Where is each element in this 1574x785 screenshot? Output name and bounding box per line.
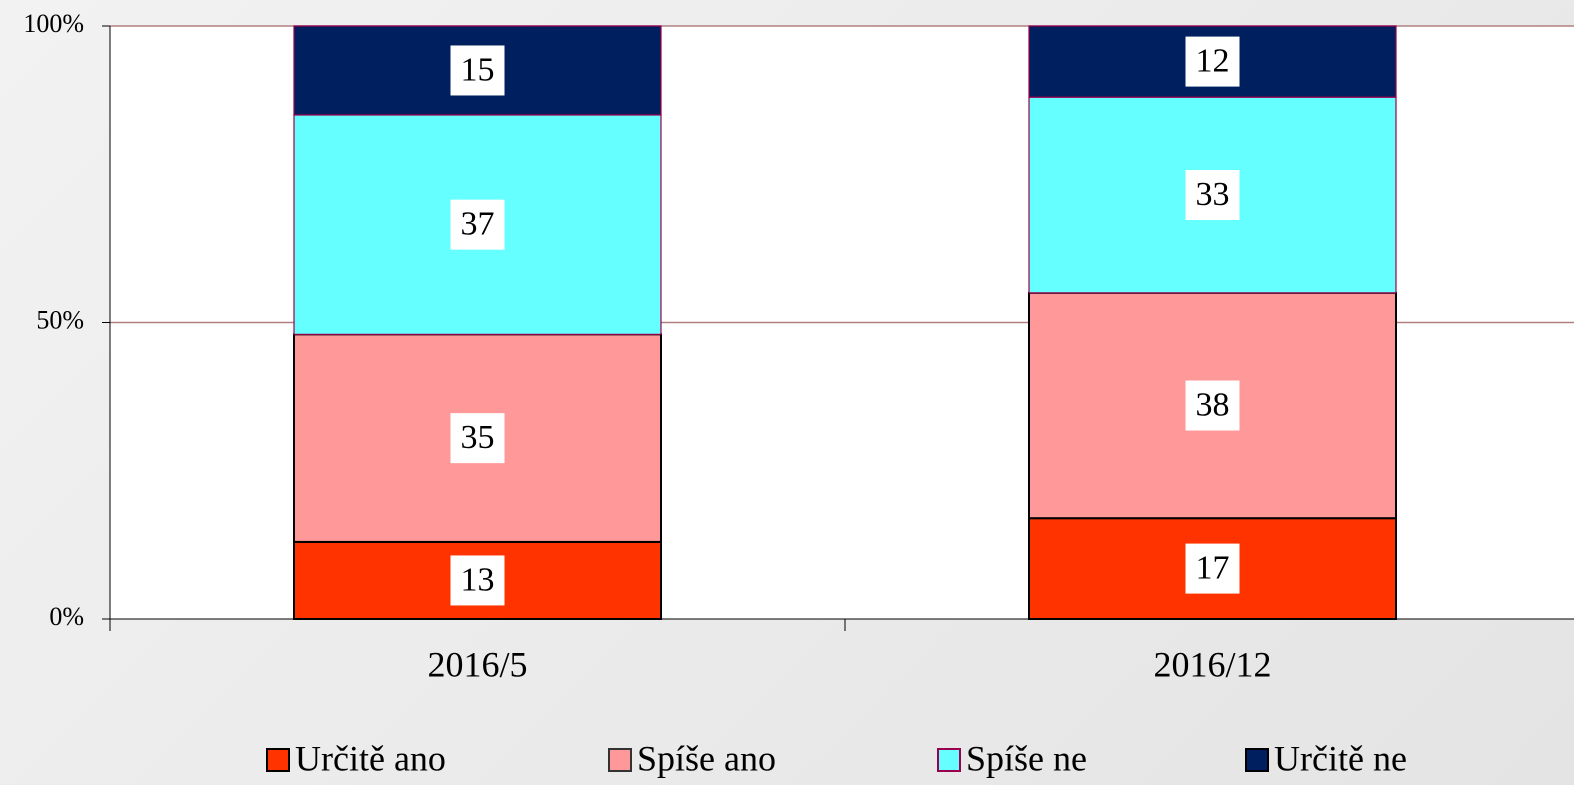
legend-label: Spíše ne — [966, 738, 1087, 778]
legend-label: Určitě ne — [1274, 738, 1407, 778]
data-label-box — [450, 45, 505, 96]
data-label-box — [450, 555, 505, 606]
legend-swatch — [937, 748, 961, 772]
data-label-box — [450, 199, 505, 250]
data-label-box — [450, 413, 505, 464]
data-label-box — [1185, 380, 1240, 431]
y-tick-label: 50% — [36, 305, 84, 334]
data-label: 15 — [461, 51, 495, 88]
data-label: 35 — [461, 419, 495, 456]
data-label-box — [1185, 36, 1240, 87]
data-label-box — [1185, 543, 1240, 594]
data-label: 12 — [1196, 42, 1230, 79]
data-label-box — [1185, 170, 1240, 221]
x-tick-label: 2016/5 — [427, 644, 527, 684]
y-tick-label: 100% — [23, 9, 84, 38]
legend-swatch — [1245, 748, 1269, 772]
data-label: 37 — [461, 205, 495, 242]
legend-label: Spíše ano — [637, 738, 776, 778]
legend-label: Určitě ano — [295, 738, 446, 778]
data-label: 38 — [1196, 386, 1230, 423]
data-label: 33 — [1196, 176, 1230, 213]
data-label: 13 — [461, 561, 495, 598]
y-tick-label: 0% — [49, 602, 84, 631]
x-tick-label: 2016/12 — [1153, 644, 1271, 684]
data-label: 17 — [1196, 549, 1230, 586]
legend-swatch — [266, 748, 290, 772]
legend-swatch — [608, 748, 632, 772]
